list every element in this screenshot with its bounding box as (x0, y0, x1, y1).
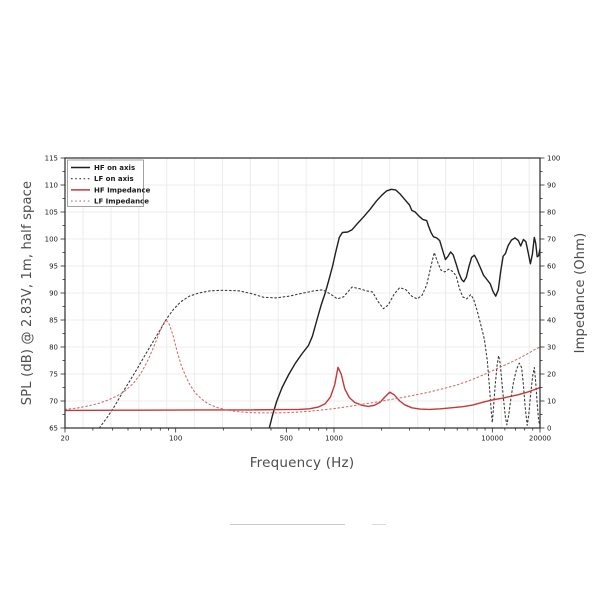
y-right-tick-label: 20 (547, 370, 556, 378)
y-left-tick-label: 80 (49, 343, 58, 351)
y-right-tick-label: 30 (547, 343, 556, 351)
y-right-tick-label: 0 (547, 424, 551, 432)
y-right-tick-label: 70 (547, 235, 556, 243)
x-tick-label: 20 (61, 435, 70, 443)
y-left-axis-title: SPL (dB) @ 2.83V, 1m, half space (20, 181, 35, 405)
y-right-tick-label: 50 (547, 289, 556, 297)
x-tick-label: 500 (280, 435, 293, 443)
y-right-tick-label: 90 (547, 181, 556, 189)
legend: HF on axis LF on axis HF Impedance LF Imped… (67, 159, 151, 207)
y-right-tick-label: 100 (547, 154, 560, 162)
y-right-tick-label: 10 (547, 397, 556, 405)
curve-lf-impedance (65, 319, 540, 414)
series-curves (65, 188, 540, 428)
y-left-tick-label: 115 (45, 154, 58, 162)
y-left-tick-label: 100 (45, 235, 58, 243)
curve-lf-on-axis (98, 251, 540, 428)
axes: 20 100 500 1000 10000 20000657075808590951001… (45, 154, 561, 442)
x-tick-label: 100 (169, 435, 182, 443)
legend-label-lf-on-axis: LF on axis (94, 175, 134, 183)
curve-hf-on-axis (268, 188, 540, 428)
x-tick-label: 10000 (481, 435, 503, 443)
legend-label-hf-impedance: HF Impedance (94, 186, 151, 194)
y-right-axis-title: Impedance (Ohm) (573, 233, 588, 354)
y-left-tick-label: 95 (49, 262, 58, 270)
legend-label-lf-impedance: LF Impedance (94, 198, 149, 206)
y-right-tick-label: 40 (547, 316, 556, 324)
x-tick-label: 20000 (529, 435, 551, 443)
y-right-tick-label: 60 (547, 262, 556, 270)
y-left-tick-label: 75 (49, 370, 58, 378)
x-axis-title: Frequency (Hz) (250, 455, 355, 471)
y-left-tick-label: 105 (45, 208, 58, 216)
y-right-tick-label: 80 (547, 208, 556, 216)
y-left-tick-label: 70 (49, 397, 58, 405)
legend-label-hf-on-axis: HF on axis (94, 164, 135, 172)
y-left-tick-label: 85 (49, 316, 58, 324)
curve-hf-impedance (65, 366, 540, 412)
x-tick-label: 1000 (325, 435, 343, 443)
y-left-tick-label: 65 (49, 424, 58, 432)
y-left-tick-label: 110 (45, 181, 58, 189)
y-left-tick-label: 90 (49, 289, 58, 297)
